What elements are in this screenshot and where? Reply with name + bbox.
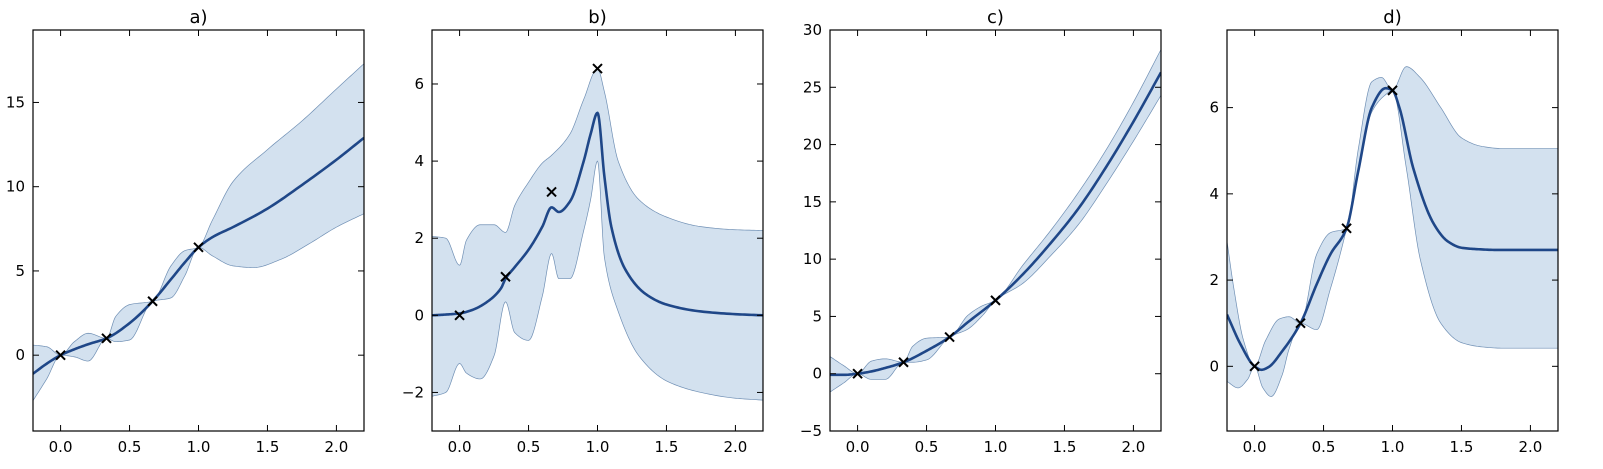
panel-d-y-tick-label: 0 [1209, 357, 1219, 375]
panel-b-observation-marker [546, 186, 557, 198]
panel-d-title: d) [1383, 7, 1401, 28]
panel-a-confidence-band [33, 63, 364, 401]
panel-b-title: b) [588, 7, 606, 28]
panel-a-lower-bound [33, 213, 364, 401]
panel-b-upper-bound [432, 68, 763, 266]
panel-b-y-tick-label: 2 [414, 229, 424, 247]
panel-a-y-tick-label: 0 [15, 346, 25, 364]
panel-d-plot-area [1227, 66, 1558, 397]
panel-c-y-tick-label: 10 [803, 250, 822, 268]
panel-b-y-tick-label: −2 [402, 383, 424, 401]
panel-c: 0.0 0.5 1.0 1.5 2.0 −5 0 5 10 15 20 25 30 c) [800, 7, 1162, 456]
panel-d-y-tick-label: 2 [1209, 271, 1219, 289]
panel-d-x-tick-label: 0.0 [1243, 438, 1267, 456]
panel-a-x-tick-label: 2.0 [324, 438, 348, 456]
panel-a-observation-marker [55, 349, 66, 361]
panel-a-observation-marker [147, 296, 158, 307]
panel-c-lower-bound [830, 95, 1161, 393]
panel-a-observation-marker [101, 333, 112, 344]
panel-c-x-tick-label: 1.5 [1053, 438, 1077, 456]
panel-b-y-tick-label: 4 [414, 152, 424, 170]
panel-c-x-tick-label: 1.0 [984, 438, 1008, 456]
panel-d-observation-marker [1341, 223, 1352, 234]
panel-c-y-tick-label: 15 [803, 193, 822, 211]
panel-c-x-tick-label: 2.0 [1121, 438, 1145, 456]
panel-c-upper-bound [830, 49, 1161, 375]
panel-d-x-tick-label: 0.5 [1312, 438, 1336, 456]
panel-a-mean-line [33, 136, 364, 375]
panel-a-y-tick-label: 5 [15, 262, 25, 280]
panel-d-mean-line [1227, 86, 1558, 372]
panel-c-y-tick-label: −5 [800, 422, 822, 440]
panel-d-observation-marker [1295, 317, 1306, 329]
panel-c-x-tick-label: 0.5 [915, 438, 939, 456]
panel-c-plot-area [830, 49, 1161, 393]
panel-d: 0.0 0.5 1.0 1.5 2.0 0 2 4 6 d) [1209, 7, 1559, 456]
panel-b: 0.0 0.5 1.0 1.5 2.0 −2 0 2 4 6 b) [402, 7, 764, 456]
panel-a-x-tick-label: 0.5 [118, 438, 142, 456]
panel-b-y-tick-label: 0 [414, 306, 424, 324]
panel-c-y-tick-label: 20 [803, 136, 822, 154]
panel-b-plot-area [432, 68, 763, 401]
panel-b-observation-marker [592, 63, 603, 74]
panel-c-observation-marker [898, 357, 909, 368]
panel-d-x-tick-label: 1.0 [1381, 438, 1405, 456]
panel-c-y-tick-label: 25 [803, 78, 822, 96]
panel-a-y-tick-label: 15 [6, 93, 25, 111]
panel-d-y-tick-label: 4 [1209, 185, 1219, 203]
panel-c-mean-line [830, 71, 1161, 377]
panel-d-confidence-band [1227, 66, 1558, 397]
panel-d-observation-marker [1249, 361, 1260, 372]
panel-a-y-tick-label: 10 [6, 178, 25, 196]
panel-b-observation-marker [454, 310, 465, 321]
panel-c-x-tick-label: 0.0 [846, 438, 870, 456]
panel-d-observation-marker [1387, 85, 1398, 96]
panel-a-upper-bound [33, 63, 364, 356]
panel-c-observation-marker [990, 295, 1001, 306]
panel-a-plot-area [33, 63, 364, 401]
panel-d-y-tick-label: 6 [1209, 99, 1219, 117]
panel-c-confidence-band [830, 49, 1161, 393]
panel-d-x-tick-label: 2.0 [1518, 438, 1542, 456]
panel-c-title: c) [987, 7, 1004, 28]
panel-b-x-tick-label: 2.0 [723, 438, 747, 456]
panel-a-x-tick-label: 0.0 [49, 438, 73, 456]
panel-c-y-tick-label: 5 [812, 307, 822, 325]
panel-b-observation-marker [500, 271, 511, 282]
panel-a-x-tick-label: 1.5 [256, 438, 280, 456]
panel-b-confidence-band [432, 68, 763, 401]
panel-a-observation-marker [193, 242, 204, 253]
panel-c-observation-marker [944, 331, 955, 343]
panel-d-x-tick-label: 1.5 [1450, 438, 1474, 456]
panel-a: 0.0 0.5 1.0 1.5 2.0 0 5 10 15 a) [6, 7, 365, 456]
panel-b-x-tick-label: 1.0 [586, 438, 610, 456]
panel-a-x-tick-label: 1.0 [187, 438, 211, 456]
panel-c-observation-marker [852, 368, 863, 379]
panel-d-upper-bound [1227, 66, 1558, 367]
panel-b-x-tick-label: 0.0 [448, 438, 472, 456]
panel-b-y-tick-label: 6 [414, 75, 424, 93]
panel-c-y-tick-label: 30 [803, 21, 822, 39]
panel-b-x-tick-label: 1.5 [655, 438, 679, 456]
panel-b-lower-bound [432, 160, 763, 401]
panel-b-mean-line [432, 111, 763, 317]
panel-a-title: a) [189, 7, 207, 28]
panel-c-y-tick-label: 0 [812, 365, 822, 383]
panel-b-x-tick-label: 0.5 [517, 438, 541, 456]
